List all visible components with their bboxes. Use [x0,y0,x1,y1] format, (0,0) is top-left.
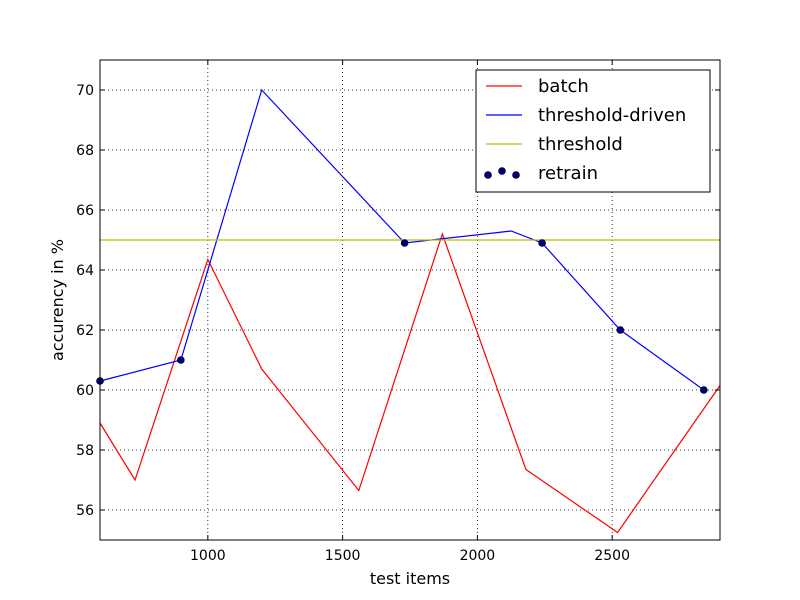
x-axis-label: test items [370,569,450,588]
retrain-point [616,326,625,334]
legend-threshold-driven-label: threshold-driven [538,105,686,126]
y-tick-label: 60 [76,383,94,399]
y-axis-label: accurency in % [48,239,67,361]
plot-frame [99,59,721,541]
retrain-point [400,239,409,247]
x-tick-label: 2000 [460,548,496,564]
ticks: 1000 1500 2000 2500 56 58 60 62 64 66 68 70 [76,60,720,564]
series-layer [96,88,721,534]
legend-retrain-marker [512,171,520,179]
y-tick-label: 66 [76,203,94,219]
axes-frame [99,59,721,541]
y-tick-label: 64 [76,263,94,279]
y-tick-label: 70 [76,83,94,99]
series-batch-line [99,232,721,534]
legend-threshold-label: threshold [538,134,623,155]
legend-batch-label: batch [538,76,589,97]
y-tick-label: 68 [76,143,94,159]
x-tick-label: 1000 [190,548,226,564]
legend-retrain-marker [498,167,506,175]
y-tick-label: 62 [76,323,94,339]
x-tick-label: 2500 [594,548,630,564]
y-tick-label: 58 [76,443,94,459]
legend: batch threshold-driven threshold retrain [475,69,711,193]
legend-retrain-marker [484,171,492,179]
x-tick-label: 1500 [325,548,361,564]
retrain-point [538,239,546,247]
retrain-point [177,356,185,364]
legend-retrain-label: retrain [538,163,598,184]
y-tick-label: 56 [76,503,94,519]
series-threshold-driven-line [99,88,705,391]
retrain-point [700,386,708,394]
